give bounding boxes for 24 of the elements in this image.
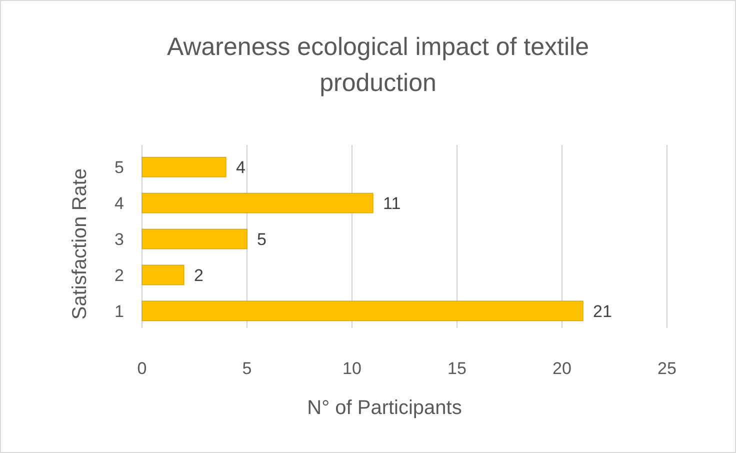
bar [142, 156, 226, 178]
y-tick-label: 2 [114, 266, 124, 285]
x-tick-label: 10 [342, 359, 362, 378]
bar [142, 264, 184, 286]
y-tick-label: 3 [114, 230, 124, 249]
x-tick-label: 5 [242, 359, 252, 378]
x-tick-label: 0 [137, 359, 147, 378]
data-label: 11 [383, 194, 401, 213]
chart-title: Awareness ecological impact of textile production [167, 33, 589, 97]
bar [142, 192, 374, 214]
y-tick-label: 5 [114, 158, 124, 178]
data-label: 4 [236, 158, 246, 178]
bar [142, 300, 584, 322]
y-tick-label: 4 [114, 194, 124, 213]
data-label: 2 [194, 266, 204, 285]
y-axis-title: Satisfaction Rate [69, 168, 91, 320]
x-tick-label: 20 [552, 359, 572, 378]
x-tick-label: 25 [658, 359, 676, 378]
bar [142, 228, 248, 250]
data-label: 5 [257, 230, 266, 249]
x-tick-label: 15 [448, 359, 466, 378]
y-tick-label: 1 [114, 302, 124, 321]
data-label: 21 [593, 302, 612, 321]
x-axis-title: N° of Participants [307, 397, 462, 419]
